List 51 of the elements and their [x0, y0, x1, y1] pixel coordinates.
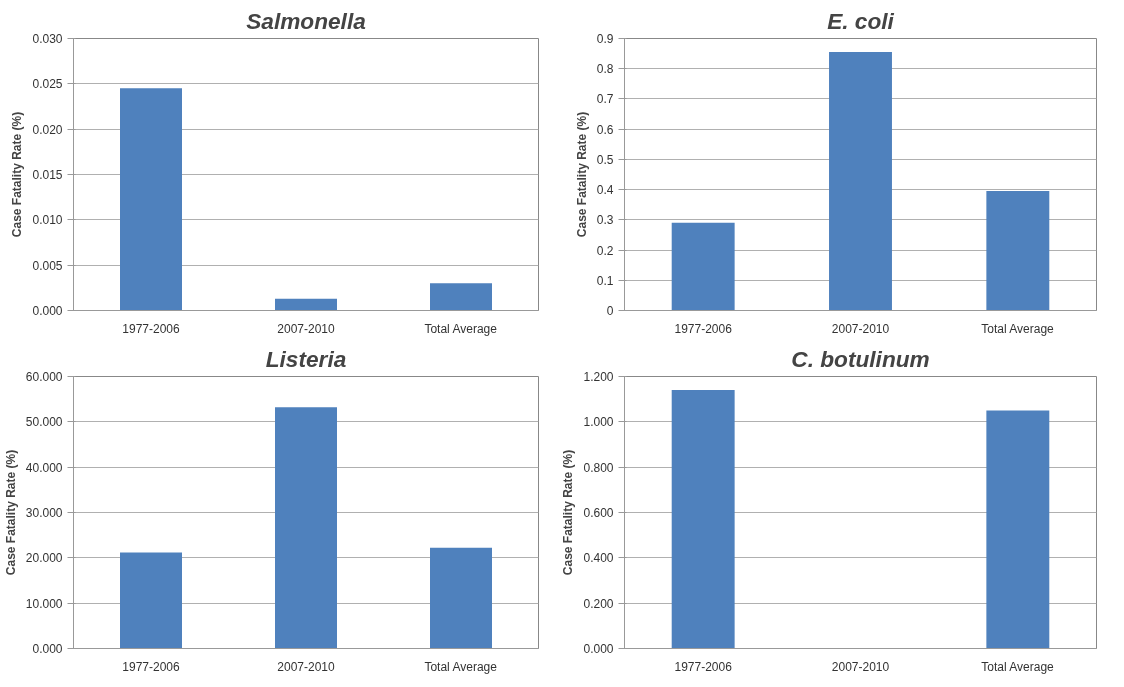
- x-tick-label: 2007-2010: [831, 321, 890, 336]
- y-tick-label: 0.600: [583, 506, 614, 520]
- y-axis-title: Case Fatality Rate (%): [561, 449, 576, 576]
- y-tick-label: 1.000: [583, 415, 614, 430]
- x-tick-label: 2007-2010: [277, 321, 336, 336]
- y-tick-label: 20.000: [25, 551, 63, 566]
- x-tick-label: 1977-2006: [122, 321, 181, 336]
- y-tick-label: 0.200: [583, 596, 614, 611]
- y-tick-label: 0.4: [596, 183, 614, 198]
- y-tick-label: 0.1: [596, 273, 614, 288]
- chart-title: C. botulinum: [791, 345, 930, 372]
- y-tick-label: 0.010: [32, 213, 63, 228]
- y-tick-label: 0.000: [32, 304, 63, 318]
- y-tick-label: 0.5: [596, 152, 614, 167]
- y-tick-label: 50.000: [25, 415, 63, 430]
- y-tick-label: 0.000: [583, 642, 614, 656]
- chart-title: Salmonella: [246, 7, 366, 34]
- y-tick-label: 0.9: [596, 32, 614, 46]
- y-tick-label: 0.030: [32, 32, 63, 46]
- y-tick-label: 0.2: [596, 243, 614, 258]
- y-tick-label: 0.800: [583, 460, 614, 475]
- y-tick-label: 60.000: [25, 370, 63, 384]
- x-tick-label: 1977-2006: [122, 659, 181, 674]
- x-tick-label: Total Average: [424, 321, 498, 336]
- y-tick-label: 0.3: [596, 213, 614, 228]
- y-tick-label: 10.000: [25, 596, 63, 611]
- x-tick-label: Total Average: [981, 659, 1055, 674]
- x-tick-label: 2007-2010: [831, 659, 890, 674]
- y-tick-label: 0.020: [32, 122, 63, 137]
- y-tick-label: 0: [606, 304, 614, 318]
- y-tick-label: 0.8: [596, 62, 614, 77]
- y-tick-label: 0.015: [32, 168, 63, 182]
- x-tick-label: 2007-2010: [277, 659, 336, 674]
- y-tick-label: 1.200: [583, 370, 614, 384]
- y-axis-title: Case Fatality Rate (%): [3, 449, 18, 576]
- chart-title: E. coli: [827, 7, 895, 34]
- y-tick-label: 30.000: [25, 506, 63, 520]
- y-tick-label: 0.7: [596, 92, 614, 107]
- y-tick-label: 0.025: [32, 77, 63, 92]
- y-axis-title: Case Fatality Rate (%): [574, 111, 589, 238]
- x-tick-label: 1977-2006: [674, 659, 733, 674]
- y-tick-label: 0.400: [583, 551, 614, 566]
- y-tick-label: 0.000: [32, 642, 63, 656]
- x-tick-label: 1977-2006: [674, 321, 733, 336]
- x-tick-label: Total Average: [424, 659, 498, 674]
- y-tick-label: 0.005: [32, 258, 63, 273]
- chart-title: Listeria: [265, 345, 347, 372]
- y-axis-title: Case Fatality Rate (%): [10, 111, 25, 238]
- x-tick-label: Total Average: [981, 321, 1055, 336]
- y-tick-label: 40.000: [25, 460, 63, 475]
- y-tick-label: 0.6: [596, 122, 614, 137]
